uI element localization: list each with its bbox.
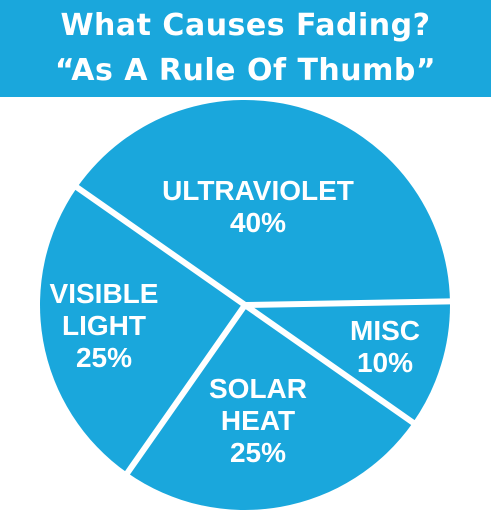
- pie-label-value: 10%: [357, 347, 413, 378]
- pie-dividers: [74, 184, 453, 476]
- pie-slices: [39, 99, 451, 511]
- pie-slice-solar-heat: [127, 305, 413, 511]
- pie-label-visible-light: VISIBLE LIGHT 25%: [50, 278, 159, 373]
- pie-divider-line: [242, 298, 453, 308]
- chart-subtitle: “As A Rule Of Thumb”: [54, 53, 437, 88]
- pie-label-name: VISIBLE: [50, 278, 159, 309]
- title-banner: What Causes Fading? “As A Rule Of Thumb”: [0, 0, 491, 97]
- pie-label-ultraviolet: ULTRAVIOLET 40%: [162, 175, 354, 238]
- pie-label-name: ULTRAVIOLET: [162, 175, 354, 206]
- pie-slice-visible-light: [39, 187, 246, 473]
- pie-labels: ULTRAVIOLET 40%MISC 10%SOLAR HEAT 25%VISIBLE…: [50, 175, 420, 468]
- pie-divider-line: [242, 302, 416, 426]
- pie-label-name: LIGHT: [62, 310, 146, 341]
- pie-label-misc: MISC 10%: [350, 315, 420, 378]
- pie-label-name: MISC: [350, 315, 420, 346]
- pie-label-solar-heat: SOLAR HEAT 25%: [209, 373, 307, 468]
- pie-divider-line: [74, 184, 248, 308]
- pie-label-value: 25%: [230, 437, 286, 468]
- pie-label-value: 40%: [230, 207, 286, 238]
- pie-slice-misc: [245, 301, 451, 423]
- chart-title: What Causes Fading?: [60, 8, 431, 43]
- pie-label-name: SOLAR: [209, 373, 307, 404]
- pie-slice-ultraviolet: [77, 99, 450, 305]
- pie-label-name: HEAT: [221, 405, 295, 436]
- pie-divider-line: [124, 302, 248, 476]
- pie-label-value: 25%: [76, 342, 132, 373]
